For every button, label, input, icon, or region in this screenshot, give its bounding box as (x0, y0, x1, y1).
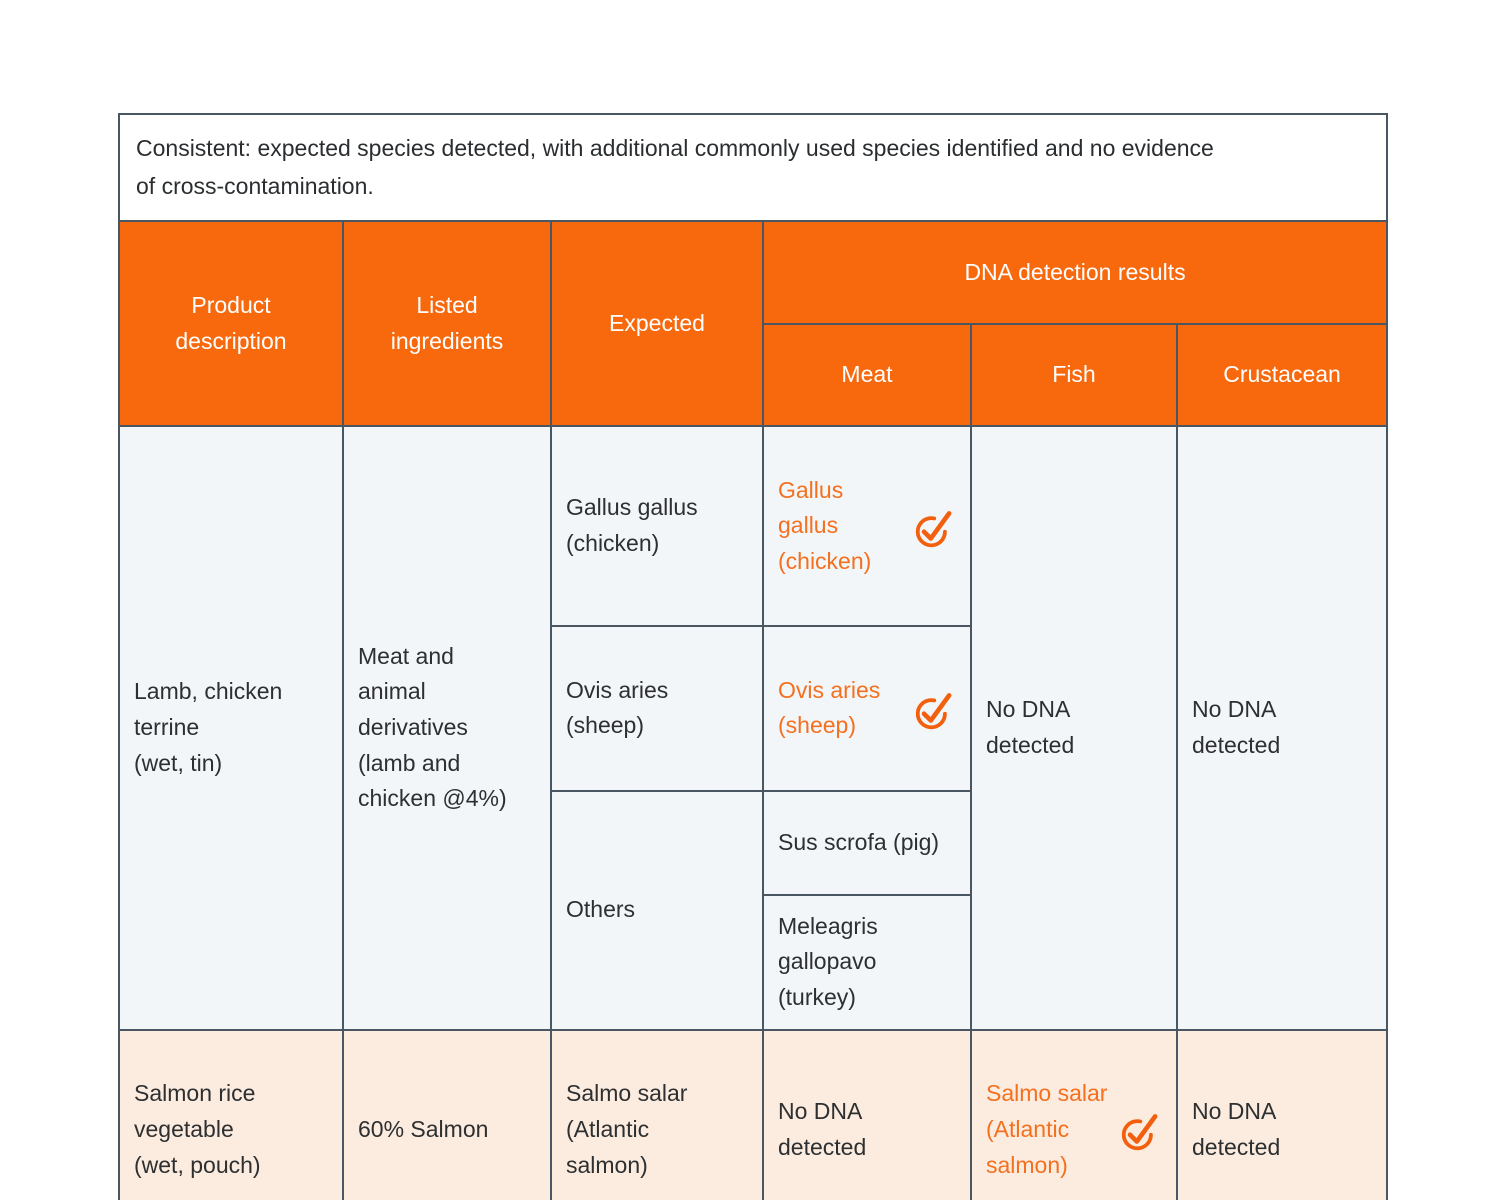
cell-crustacean-result-salmon-pouch: No DNA detected (1175, 1028, 1389, 1200)
cell-expected-chicken: Gallus gallus (chicken) (550, 424, 764, 628)
column-header-fish: Fish (970, 323, 1178, 427)
column-header-crustacean: Crustacean (1175, 323, 1389, 427)
cell-fish-result-salmon-detected: Salmo salar (Atlantic salmon) (970, 1028, 1178, 1200)
cell-product-description-lamb-terrine: Lamb, chicken terrine (wet, tin) (118, 425, 344, 1031)
detected-species-label: Ovis aries (sheep) (778, 676, 881, 739)
cell-meat-result-pig: Sus scrofa (pig) (762, 789, 972, 896)
cell-listed-ingredients-salmon-pouch: 60% Salmon (342, 1028, 552, 1200)
column-header-meat: Meat (762, 323, 972, 427)
cell-expected-salmon: Salmo salar (Atlantic salmon) (550, 1028, 764, 1200)
detected-species-group: Gallus gallus (chicken) (778, 473, 956, 580)
check-circle-icon (915, 510, 952, 547)
check-circle-icon (1121, 1114, 1158, 1151)
cell-meat-result-turkey: Meleagris gallopavo (turkey) (762, 893, 972, 1031)
cell-crustacean-result-lamb-terrine: No DNA detected (1175, 425, 1389, 1031)
check-circle-icon (915, 693, 952, 730)
cell-expected-others: Others (550, 789, 764, 1031)
column-header-product-description: Product description (118, 220, 344, 427)
dna-results-table-container: Consistent: expected species detected, w… (117, 113, 1389, 1200)
cell-fish-result-lamb-terrine: No DNA detected (970, 425, 1178, 1031)
dna-detection-results-table: Consistent: expected species detected, w… (117, 113, 1389, 1200)
detected-species-label: Gallus gallus (chicken) (778, 476, 872, 574)
detected-species-label: Salmo salar (Atlantic salmon) (986, 1080, 1108, 1178)
column-header-listed-ingredients: Listed ingredients (342, 220, 552, 427)
column-header-dna-detection-results: DNA detection results (761, 220, 1389, 325)
detected-species-group: Salmo salar (Atlantic salmon) (986, 1076, 1162, 1183)
detected-species-group: Ovis aries (sheep) (778, 673, 956, 744)
cell-product-description-salmon-pouch: Salmon rice vegetable (wet, pouch) (118, 1028, 344, 1200)
cell-meat-result-chicken: Gallus gallus (chicken) (762, 424, 972, 628)
cell-meat-result-salmon-pouch: No DNA detected (762, 1028, 972, 1200)
table-caption: Consistent: expected species detected, w… (117, 113, 1389, 222)
column-header-expected: Expected (550, 220, 764, 427)
cell-listed-ingredients-lamb-terrine: Meat and animal derivatives (lamb and ch… (342, 425, 552, 1031)
cell-expected-sheep: Ovis aries (sheep) (550, 625, 764, 792)
cell-meat-result-sheep: Ovis aries (sheep) (762, 625, 972, 792)
